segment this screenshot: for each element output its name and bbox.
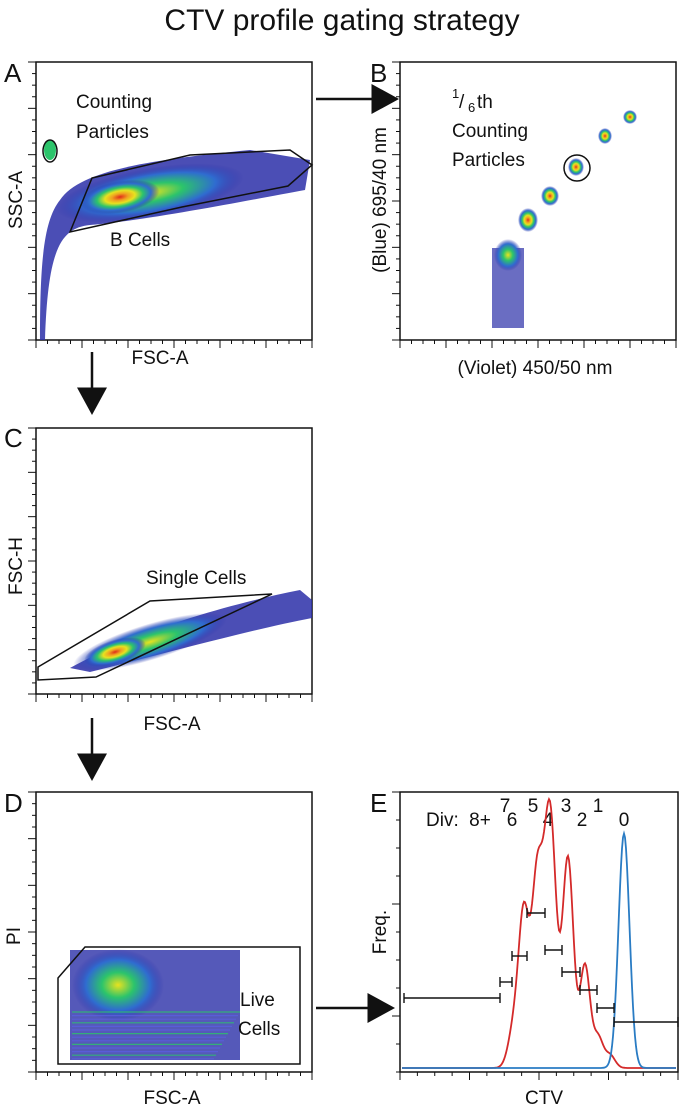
panel-b-label3: Particles — [452, 150, 525, 171]
division-label: 2 — [577, 810, 588, 831]
panel-b-label2: Counting — [452, 121, 528, 142]
panel-b-ticks — [392, 61, 677, 348]
panel-d-xlabel: FSC-A — [144, 1088, 201, 1109]
division-label: 8+ — [469, 810, 491, 831]
panel-e-xlabel: CTV — [525, 1088, 563, 1109]
panel-c-gate-label: Single Cells — [146, 568, 246, 589]
panel-b-slash: / — [459, 92, 465, 113]
panel-c-ticks — [28, 427, 313, 702]
division-label: 3 — [561, 796, 572, 817]
panel-c-single-gate — [37, 593, 273, 681]
panel-a-gate1b-label: Particles — [76, 122, 149, 143]
panel-c: C Single Cells FSC-A FSC-H — [4, 423, 313, 735]
panel-b-counting-gate — [563, 154, 591, 182]
panel-a-counting-gate — [42, 139, 58, 163]
panel-a: A Counting Particles B Cells FSC-A SSC-A — [4, 58, 314, 369]
panel-a-gate2-label: B Cells — [110, 230, 170, 251]
division-label: 5 — [528, 796, 539, 817]
panel-a-ticks — [28, 61, 313, 348]
panel-e-frame — [399, 791, 679, 1073]
panel-d-live-gate — [57, 946, 301, 1065]
histogram-series-1 — [402, 830, 676, 1069]
panel-a-letter: A — [4, 58, 22, 88]
panel-d-density — [70, 949, 240, 1060]
division-label: 0 — [619, 810, 630, 831]
panel-b-xlabel: (Violet) 450/50 nm — [458, 358, 613, 379]
panel-e-curves — [402, 797, 676, 1069]
panel-e-div-label: Div: — [426, 810, 459, 831]
panel-c-letter: C — [4, 423, 23, 453]
panel-c-density — [70, 590, 312, 672]
panel-c-frame — [35, 427, 313, 695]
panel-a-xlabel: FSC-A — [132, 348, 189, 369]
division-label: 1 — [593, 796, 604, 817]
panel-e-ylabel: Freq. — [370, 910, 391, 954]
panel-d-letter: D — [4, 788, 23, 818]
division-label: 4 — [543, 810, 554, 831]
panel-d: D Live Cells FSC-A PI — [4, 788, 313, 1109]
panel-b-letter: B — [370, 58, 387, 88]
panel-b-th: th — [477, 92, 493, 113]
panel-a-ylabel: SSC-A — [6, 171, 27, 229]
division-label: 6 — [507, 810, 518, 831]
panel-e-ticks — [392, 791, 679, 1080]
panel-d-ylabel: PI — [4, 927, 25, 945]
panel-e-letter: E — [370, 788, 387, 818]
panel-a-bcell-gate — [68, 149, 314, 234]
figure-title: CTV profile gating strategy — [164, 4, 519, 37]
panel-b-frame — [399, 61, 677, 341]
panel-a-density — [40, 140, 310, 340]
panel-d-ticks — [28, 791, 313, 1080]
panel-b-sub: 6 — [468, 100, 475, 115]
panel-d-gate1-label: Live — [240, 990, 275, 1011]
panel-c-ylabel: FSC-H — [6, 537, 27, 595]
panel-b-ylabel: (Blue) 695/40 nm — [370, 127, 391, 273]
panel-d-gate2-label: Cells — [238, 1019, 280, 1040]
panel-b-density — [492, 110, 637, 328]
panel-c-xlabel: FSC-A — [144, 714, 201, 735]
panel-e-gates — [403, 908, 679, 1027]
division-label: 7 — [500, 796, 511, 817]
panel-b-sup: 1 — [452, 86, 459, 101]
panel-a-gate1-label: Counting — [76, 92, 152, 113]
panel-b: B 1 / 6 th Counting Particles (Violet) 4… — [370, 58, 677, 379]
